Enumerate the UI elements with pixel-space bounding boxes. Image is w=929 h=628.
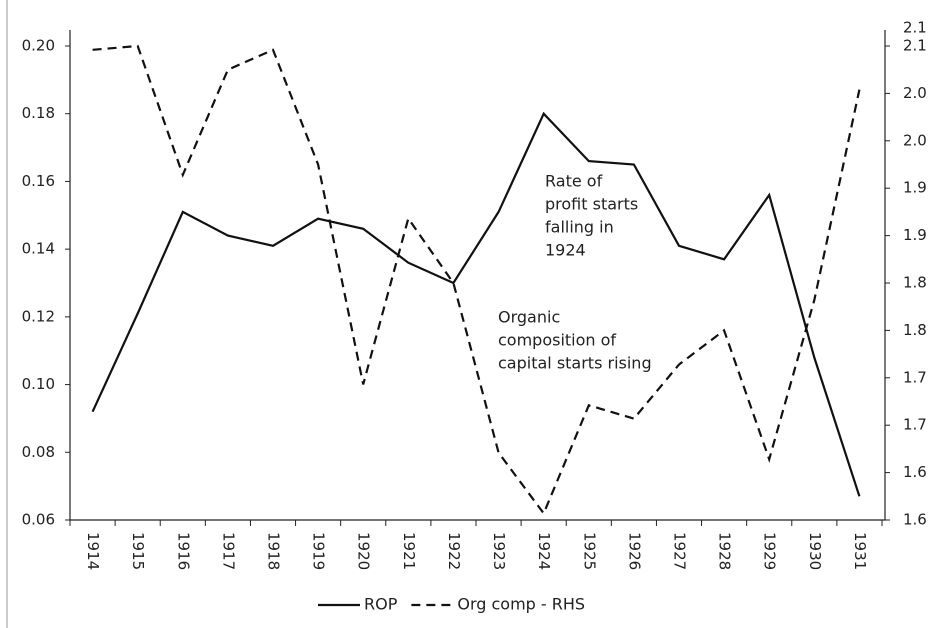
x-tick-label: 1920 xyxy=(355,532,373,570)
series-line xyxy=(91,111,861,497)
x-tick-label: 1918 xyxy=(265,532,283,570)
annotation: falling in xyxy=(545,218,614,237)
series-line xyxy=(92,44,861,516)
x-tick-label: 1931 xyxy=(851,532,869,570)
annotation: Rate of xyxy=(545,172,603,191)
x-tick-label: 1915 xyxy=(129,532,147,570)
x-tick-label: 1929 xyxy=(761,532,779,570)
x-tick-label: 1919 xyxy=(310,532,328,570)
y-tick-label: 0.06 xyxy=(22,511,55,529)
y2-tick-label: 2.1 xyxy=(903,19,927,37)
x-tick-label: 1922 xyxy=(445,532,463,570)
legend-label: ROP xyxy=(364,595,398,614)
y2-tick-label: 1.7 xyxy=(903,416,927,434)
y2-tick-label: 1.6 xyxy=(903,463,927,481)
x-tick-label: 1927 xyxy=(671,532,689,570)
y-tick-label: 0.08 xyxy=(22,443,55,461)
y-tick-label: 0.20 xyxy=(22,37,55,55)
y-tick-label: 0.18 xyxy=(22,104,55,122)
y-tick-label: 0.14 xyxy=(22,240,55,258)
annotation: composition of xyxy=(498,331,616,350)
x-tick-label: 1926 xyxy=(625,532,643,570)
x-tick-label: 1924 xyxy=(535,532,553,570)
x-tick-label: 1914 xyxy=(84,532,102,570)
y2-tick-label: 1.8 xyxy=(903,321,927,339)
x-tick-label: 1923 xyxy=(490,532,508,570)
y2-tick-label: 2.0 xyxy=(903,131,927,149)
annotation: capital starts rising xyxy=(498,354,652,373)
x-tick-label: 1916 xyxy=(174,532,192,570)
y-tick-label: 0.16 xyxy=(22,172,55,190)
y-tick-label: 0.10 xyxy=(22,375,55,393)
y2-tick-label: 1.9 xyxy=(903,226,927,244)
y2-tick-label: 2.1 xyxy=(903,37,927,55)
y2-tick-label: 1.9 xyxy=(903,179,927,197)
x-tick-label: 1928 xyxy=(716,532,734,570)
x-tick-label: 1925 xyxy=(580,532,598,570)
x-tick-label: 1917 xyxy=(219,532,237,570)
annotation: Organic xyxy=(498,308,560,327)
y2-tick-label: 2.0 xyxy=(903,84,927,102)
x-tick-label: 1921 xyxy=(400,532,418,570)
y-tick-label: 0.12 xyxy=(22,307,55,325)
y2-tick-label: 1.7 xyxy=(903,368,927,386)
annotation: 1924 xyxy=(545,241,586,260)
annotation: profit starts xyxy=(545,195,638,214)
y2-tick-label: 1.8 xyxy=(903,274,927,292)
x-tick-label: 1930 xyxy=(806,532,824,570)
legend-label: Org comp - RHS xyxy=(457,595,585,614)
y2-tick-label: 1.6 xyxy=(903,511,927,529)
